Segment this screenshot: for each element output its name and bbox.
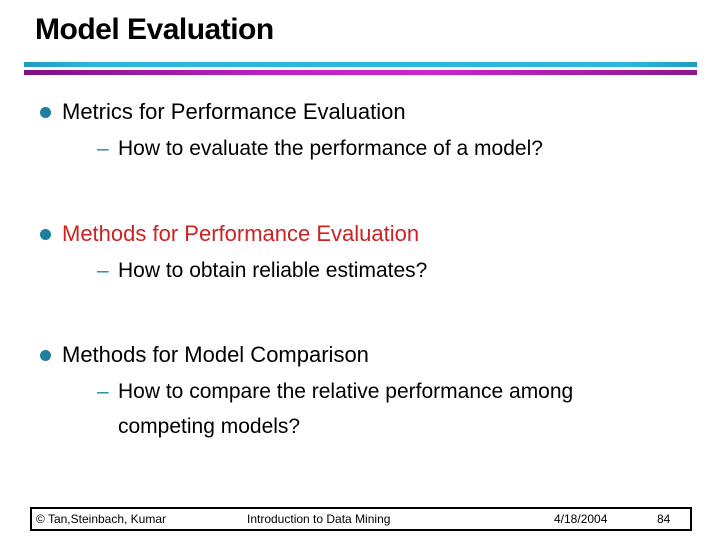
page-title: Model Evaluation — [35, 13, 274, 46]
bullet-item: Methods for Model Comparison — [40, 342, 369, 368]
footer-copyright: © Tan,Steinbach, Kumar — [36, 512, 167, 526]
sub-bullet-item: – How to compare the relative performanc… — [97, 374, 588, 444]
bullet-dot-icon — [40, 229, 51, 240]
bullet-label: Methods for Model Comparison — [62, 342, 369, 367]
bullet-item: Metrics for Performance Evaluation — [40, 99, 406, 125]
sub-bullet-dash-icon: – — [97, 137, 109, 160]
sub-bullet-label: How to compare the relative performance … — [118, 380, 574, 438]
sub-bullet-item: – How to evaluate the performance of a m… — [97, 131, 638, 166]
bullet-label: Metrics for Performance Evaluation — [62, 99, 406, 124]
sub-bullet-dash-icon: – — [97, 380, 109, 403]
bullet-item: Methods for Performance Evaluation — [40, 221, 419, 247]
bullet-label: Methods for Performance Evaluation — [62, 221, 420, 246]
footer-bar: © Tan,Steinbach, Kumar Introduction to D… — [30, 507, 692, 531]
footer-page-number: 84 — [657, 512, 671, 526]
sub-bullet-dash-icon: – — [97, 259, 109, 282]
bullet-dot-icon — [40, 350, 51, 361]
title-underline-cyan — [24, 62, 697, 67]
sub-bullet-label: How to obtain reliable estimates? — [118, 259, 428, 282]
footer-date: 4/18/2004 — [554, 512, 608, 526]
bullet-dot-icon — [40, 107, 51, 118]
footer-course-title: Introduction to Data Mining — [247, 512, 391, 526]
title-underline-magenta — [24, 70, 697, 75]
sub-bullet-label: How to evaluate the performance of a mod… — [118, 137, 543, 160]
sub-bullet-item: – How to obtain reliable estimates? — [97, 253, 638, 288]
